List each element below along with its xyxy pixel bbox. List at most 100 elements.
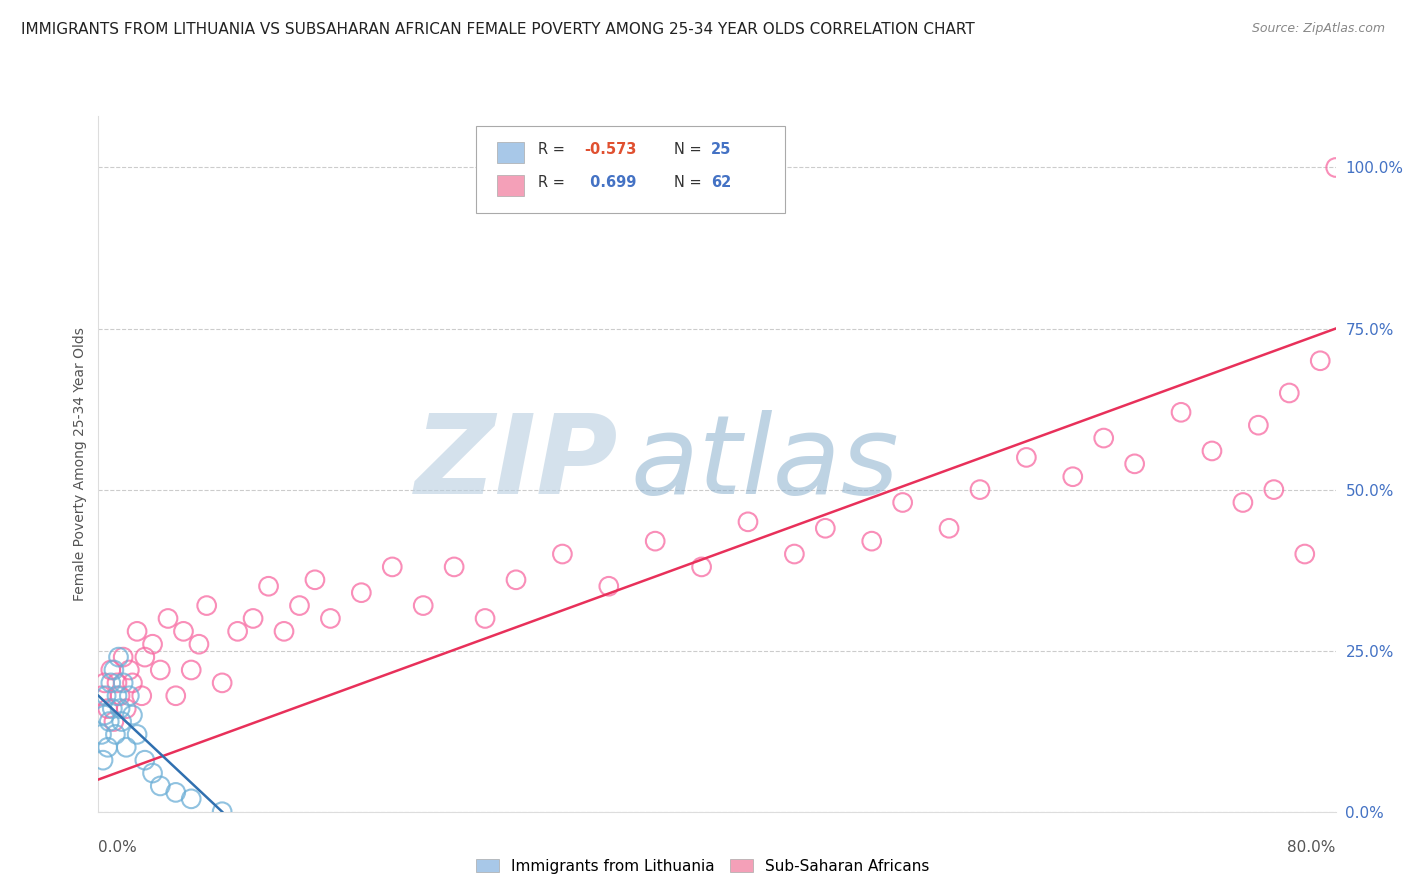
Point [412,599,434,613]
Point [443,560,465,574]
Point [100,663,122,677]
Point [165,785,187,799]
Point [103,714,125,729]
Text: IMMIGRANTS FROM LITHUANIA VS SUBSAHARAN AFRICAN FEMALE POVERTY AMONG 25-34 YEAR : IMMIGRANTS FROM LITHUANIA VS SUBSAHARAN … [21,22,974,37]
Point [93,708,115,723]
Point [134,650,156,665]
Point [304,573,326,587]
Point [127,727,149,741]
Point [1247,418,1270,433]
Text: 80.0%: 80.0% [1288,839,1336,855]
Y-axis label: Female Poverty Among 25-34 Year Olds: Female Poverty Among 25-34 Year Olds [73,326,87,601]
Point [242,611,264,625]
Point [1324,161,1347,175]
Point [121,676,143,690]
Text: R =: R = [537,175,569,190]
Point [350,585,373,599]
Point [598,579,620,593]
Point [91,753,114,767]
Point [1263,483,1285,497]
Text: R =: R = [537,142,569,157]
Point [173,624,195,639]
Point [149,779,172,793]
Point [90,689,112,703]
Bar [496,175,524,196]
Text: 25: 25 [711,142,731,157]
Point [108,701,131,715]
Point [288,599,311,613]
Point [165,689,187,703]
Point [938,521,960,535]
Point [96,689,118,703]
Point [211,805,233,819]
FancyBboxPatch shape [475,127,785,213]
Point [100,676,122,690]
Point [1170,405,1192,419]
Point [257,579,280,593]
Point [97,740,120,755]
Point [1309,353,1331,368]
Point [127,624,149,639]
Point [783,547,806,561]
Point [188,637,211,651]
Point [134,753,156,767]
Point [814,521,837,535]
Point [105,676,128,690]
Point [690,560,713,574]
Point [273,624,295,639]
Point [108,689,131,703]
Point [969,483,991,497]
Point [104,727,127,741]
Point [115,740,138,755]
Point [1294,547,1316,561]
Point [891,495,914,509]
Point [107,650,129,665]
Text: 0.699: 0.699 [585,175,636,190]
Point [131,689,153,703]
Point [142,766,165,780]
Point [90,727,112,741]
Text: N =: N = [673,175,706,190]
Text: Source: ZipAtlas.com: Source: ZipAtlas.com [1251,22,1385,36]
Point [551,547,574,561]
Point [860,534,883,549]
Point [142,637,165,651]
Point [121,708,143,723]
Point [101,701,124,715]
Text: N =: N = [673,142,706,157]
Point [737,515,759,529]
Point [505,573,527,587]
Point [118,689,141,703]
Point [112,650,135,665]
Point [149,663,172,677]
Point [474,611,496,625]
Point [97,701,120,715]
Point [103,663,125,677]
Point [1123,457,1146,471]
Text: -0.573: -0.573 [585,142,637,157]
Point [112,676,135,690]
Bar [496,143,524,163]
Point [1062,469,1084,483]
Text: atlas: atlas [630,410,898,517]
Point [1340,161,1362,175]
Point [98,714,121,729]
Point [195,599,218,613]
Point [180,792,202,806]
Point [93,676,115,690]
Point [644,534,666,549]
Legend: Immigrants from Lithuania, Sub-Saharan Africans: Immigrants from Lithuania, Sub-Saharan A… [470,853,936,880]
Point [115,701,138,715]
Point [1232,495,1254,509]
Point [1355,579,1378,593]
Point [111,714,134,729]
Point [1201,444,1223,458]
Point [1092,431,1115,445]
Point [211,676,233,690]
Text: 62: 62 [711,175,731,190]
Point [1278,386,1301,401]
Point [1015,450,1038,465]
Text: 0.0%: 0.0% [98,839,138,855]
Point [319,611,342,625]
Text: ZIP: ZIP [415,410,619,517]
